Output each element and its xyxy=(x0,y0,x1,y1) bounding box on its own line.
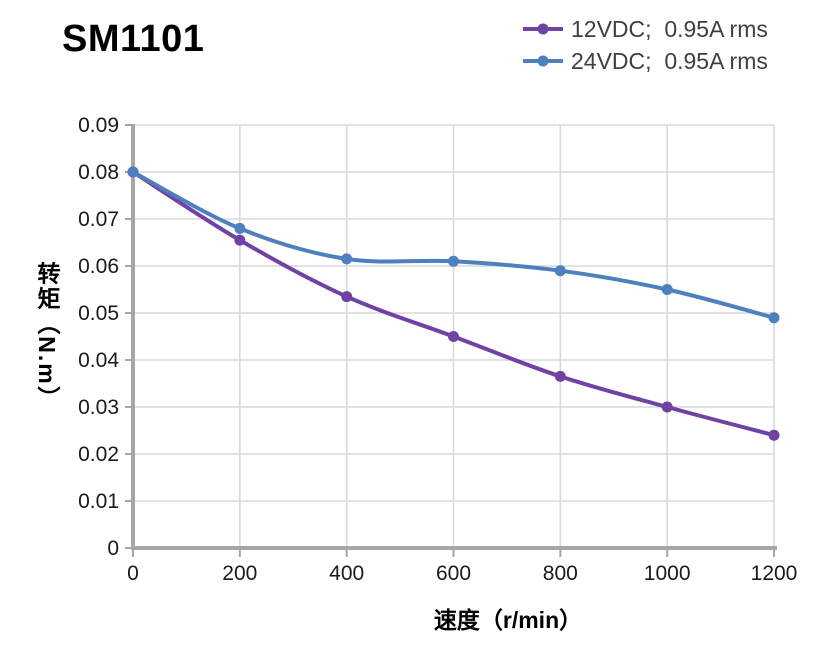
data-point-marker xyxy=(554,370,566,382)
y-tick-label: 0.01 xyxy=(78,490,119,513)
x-tick-label: 1200 xyxy=(751,562,798,585)
y-tick-label: 0.07 xyxy=(78,208,119,231)
data-point-marker xyxy=(448,331,459,342)
legend-label-12vdc: 12VDC; 0.95A rms xyxy=(571,16,768,42)
y-tick-label: 0.08 xyxy=(78,161,119,184)
data-point-marker xyxy=(768,429,780,441)
x-tick-label: 600 xyxy=(436,562,471,585)
y-tick-label: 0.03 xyxy=(78,396,119,419)
y-tick-label: 0.05 xyxy=(78,302,119,325)
y-tick-label: 0.06 xyxy=(78,255,119,278)
legend-label-24vdc: 24VDC; 0.95A rms xyxy=(571,48,768,74)
x-tick-label: 1000 xyxy=(644,562,691,585)
line-dot-marker-icon xyxy=(523,55,563,67)
data-point-marker xyxy=(768,312,780,324)
data-point-marker xyxy=(341,253,353,265)
x-axis-title: 速度（r/min） xyxy=(433,607,583,633)
y-tick-label: 0.09 xyxy=(78,114,119,137)
x-tick-label: 800 xyxy=(543,562,578,585)
x-tick-label: 0 xyxy=(127,562,139,585)
data-point-marker xyxy=(341,291,353,303)
y-tick-label: 0.04 xyxy=(78,349,119,372)
data-point-marker xyxy=(448,255,459,267)
y-axis-title: 转矩（N.m） xyxy=(34,261,60,411)
y-tick-label: 0.02 xyxy=(78,443,119,466)
page-title: SM1101 xyxy=(62,18,205,60)
data-point-marker xyxy=(554,265,566,277)
x-tick-label: 400 xyxy=(329,562,364,585)
x-tick-label: 200 xyxy=(222,562,257,585)
legend-item-12vdc: 12VDC; 0.95A rms xyxy=(521,14,768,44)
data-point-marker xyxy=(234,234,246,246)
y-tick-label: 0 xyxy=(107,537,119,560)
data-point-marker xyxy=(234,222,246,234)
data-point-marker xyxy=(661,401,673,413)
line-dot-marker-icon xyxy=(523,23,563,35)
data-point-marker xyxy=(127,166,139,178)
chart-legend: 12VDC; 0.95A rms 24VDC; 0.95A rms xyxy=(521,14,768,76)
data-point-marker xyxy=(661,284,673,295)
legend-item-24vdc: 24VDC; 0.95A rms xyxy=(521,46,768,76)
